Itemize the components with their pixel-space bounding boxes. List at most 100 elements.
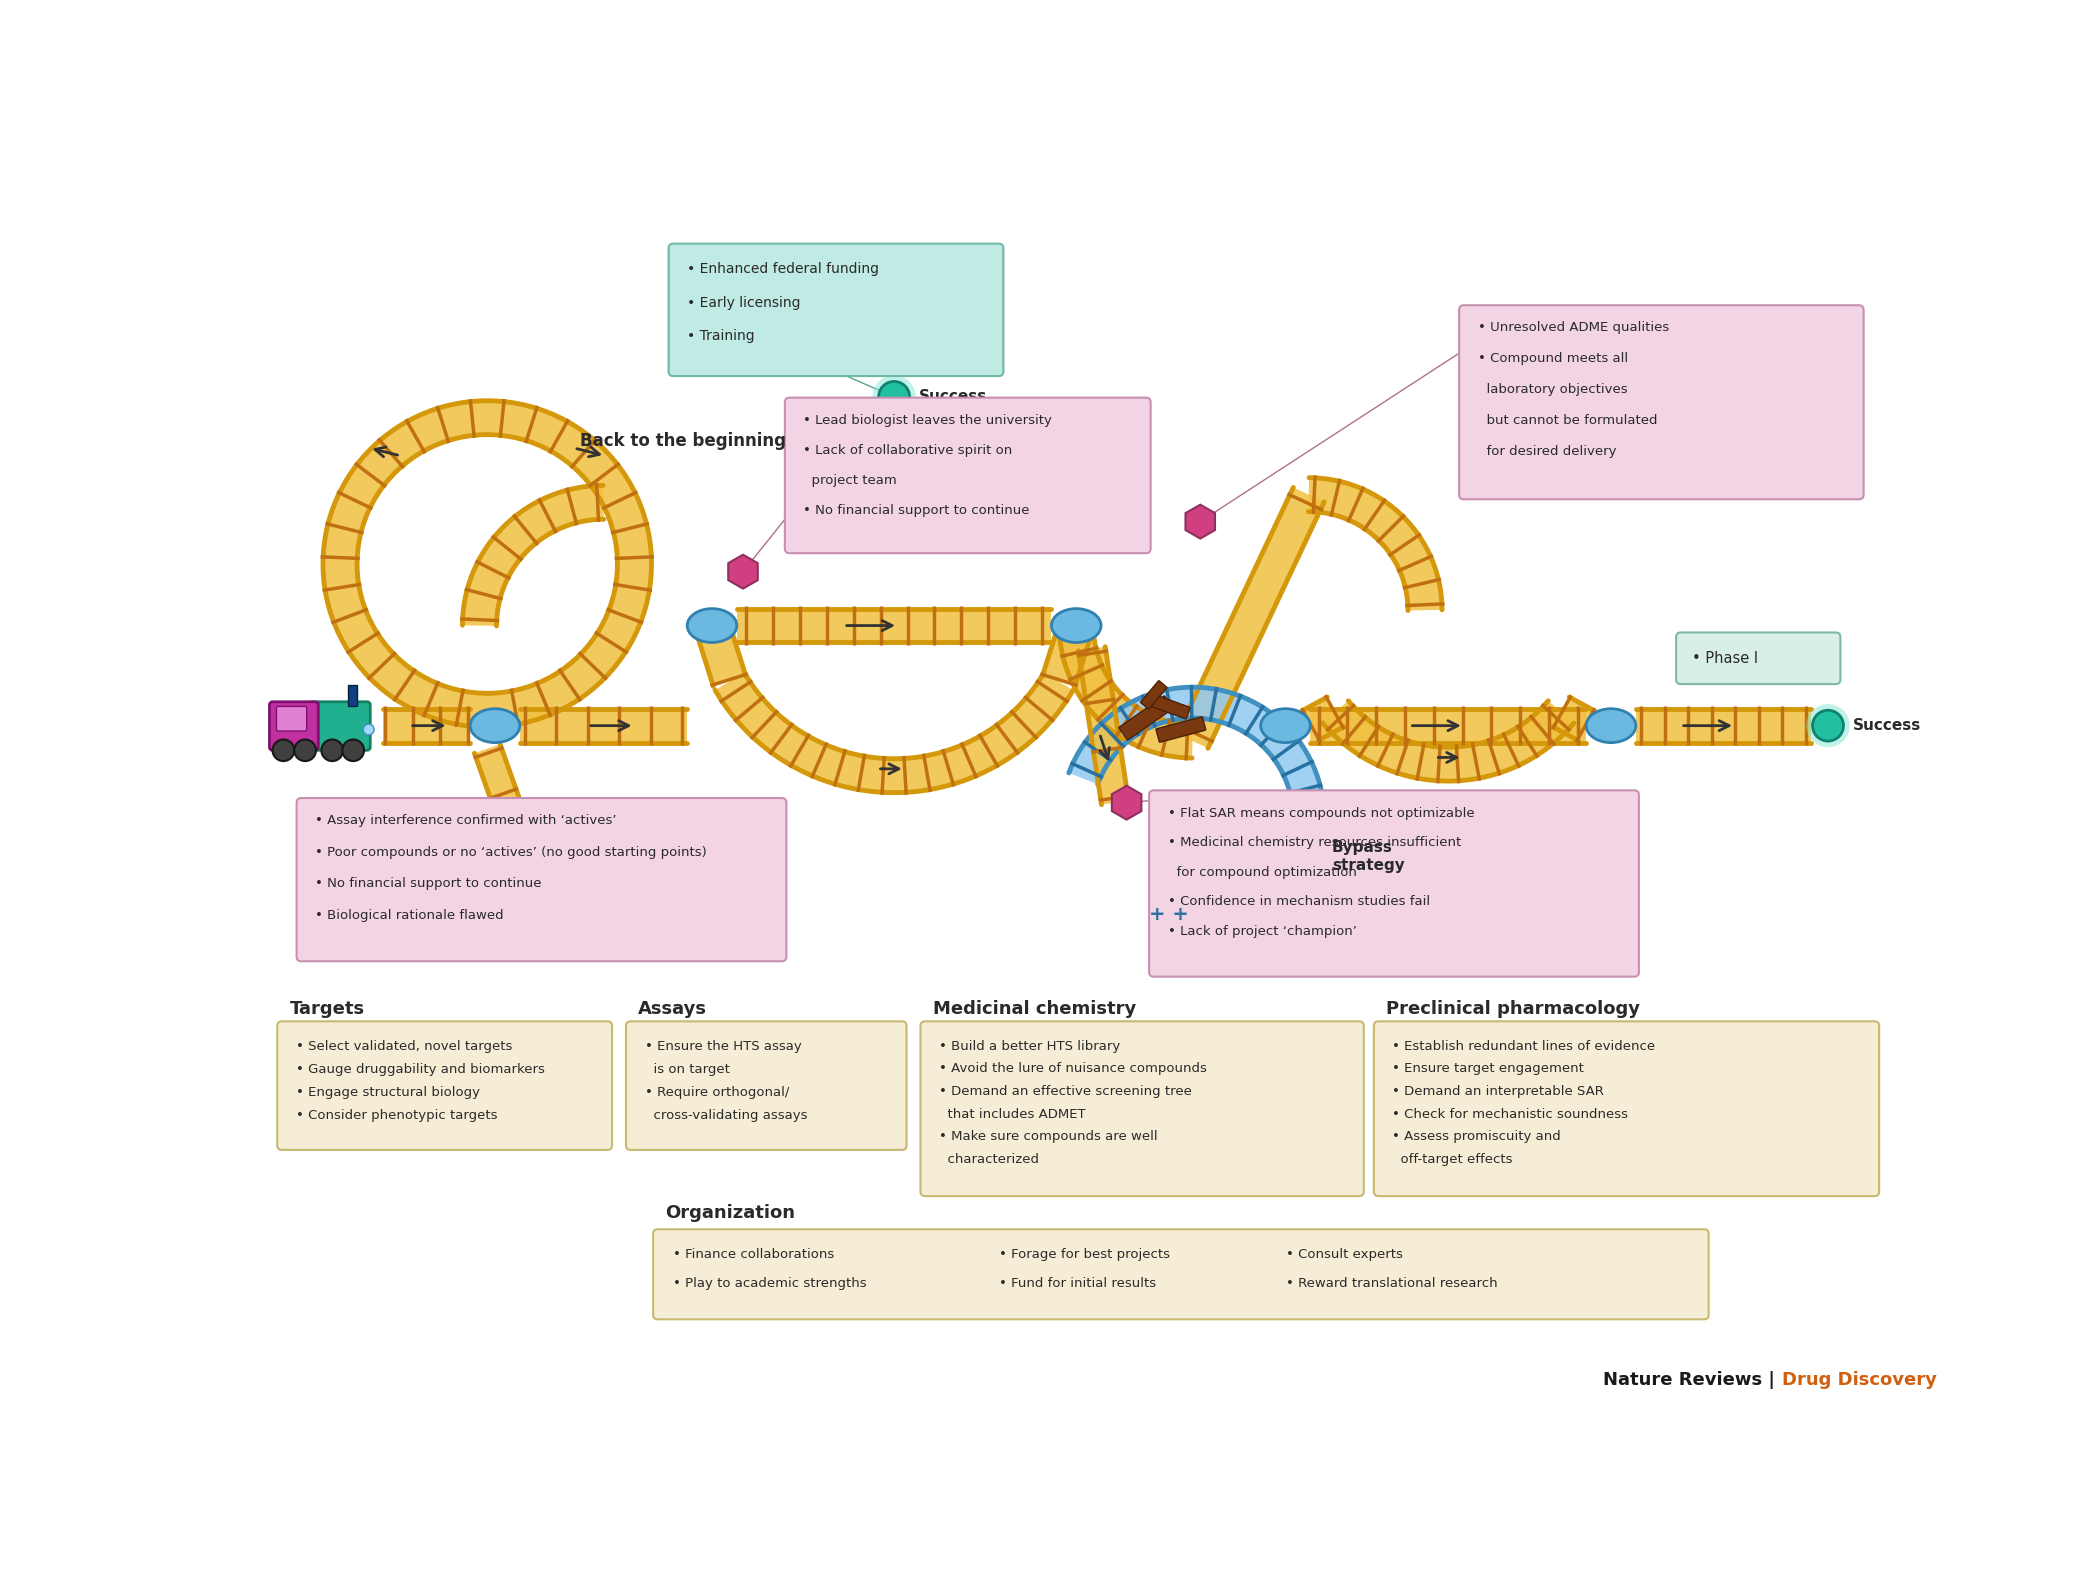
Polygon shape <box>462 486 605 626</box>
Text: • Assay interference confirmed with ‘actives’: • Assay interference confirmed with ‘act… <box>315 815 617 827</box>
Text: • Demand an effective screening tree: • Demand an effective screening tree <box>939 1086 1193 1098</box>
Text: • Training: • Training <box>687 328 754 343</box>
Text: • Ensure the HTS assay: • Ensure the HTS assay <box>645 1039 802 1052</box>
Text: • Early licensing: • Early licensing <box>687 295 800 309</box>
FancyBboxPatch shape <box>1149 693 1191 719</box>
Text: • Lack of collaborative spirit on: • Lack of collaborative spirit on <box>804 443 1012 457</box>
FancyBboxPatch shape <box>296 799 785 961</box>
Text: is on target: is on target <box>645 1063 729 1076</box>
Circle shape <box>1812 711 1844 741</box>
Text: Success: Success <box>1852 719 1922 733</box>
Text: • Assess promiscuity and: • Assess promiscuity and <box>1392 1130 1560 1143</box>
Polygon shape <box>1552 697 1594 741</box>
Polygon shape <box>729 555 758 588</box>
Text: • Make sure compounds are well: • Make sure compounds are well <box>939 1130 1157 1143</box>
Polygon shape <box>1178 488 1325 748</box>
Text: • Play to academic strengths: • Play to academic strengths <box>674 1277 867 1290</box>
FancyBboxPatch shape <box>920 1022 1363 1196</box>
Polygon shape <box>1302 697 1344 741</box>
Text: • Forage for best projects: • Forage for best projects <box>1000 1248 1170 1261</box>
Circle shape <box>878 381 909 413</box>
Text: but cannot be formulated: but cannot be formulated <box>1478 414 1657 427</box>
FancyBboxPatch shape <box>311 701 370 751</box>
Text: • Avoid the lure of nuisance compounds: • Avoid the lure of nuisance compounds <box>939 1063 1208 1076</box>
Text: • Fund for initial results: • Fund for initial results <box>1000 1277 1155 1290</box>
Polygon shape <box>521 709 687 743</box>
Text: • No financial support to continue: • No financial support to continue <box>315 877 542 889</box>
Polygon shape <box>1308 478 1443 611</box>
FancyBboxPatch shape <box>1676 633 1840 684</box>
Text: • Lack of project ‘champion’: • Lack of project ‘champion’ <box>1168 925 1357 937</box>
Text: • Enhanced federal funding: • Enhanced federal funding <box>687 261 880 276</box>
FancyBboxPatch shape <box>785 397 1151 553</box>
Circle shape <box>321 740 342 760</box>
FancyBboxPatch shape <box>1149 791 1638 977</box>
Text: • Flat SAR means compounds not optimizable: • Flat SAR means compounds not optimizab… <box>1168 807 1474 819</box>
Polygon shape <box>1323 701 1573 781</box>
Text: • Check for mechanistic soundness: • Check for mechanistic soundness <box>1392 1108 1628 1121</box>
FancyBboxPatch shape <box>1460 304 1863 499</box>
Polygon shape <box>737 609 1052 642</box>
FancyBboxPatch shape <box>653 1229 1709 1320</box>
FancyBboxPatch shape <box>349 685 357 706</box>
Polygon shape <box>1636 709 1810 743</box>
Polygon shape <box>716 673 1073 792</box>
Text: • Medicinal chemistry resources insufficient: • Medicinal chemistry resources insuffic… <box>1168 837 1462 850</box>
Polygon shape <box>1077 647 1128 805</box>
FancyBboxPatch shape <box>626 1022 907 1149</box>
Text: • Build a better HTS library: • Build a better HTS library <box>939 1039 1119 1052</box>
Text: • Engage structural biology: • Engage structural biology <box>296 1086 479 1100</box>
Text: • Reward translational research: • Reward translational research <box>1285 1277 1497 1290</box>
Polygon shape <box>382 709 470 743</box>
Text: • No financial support to continue: • No financial support to continue <box>804 504 1029 516</box>
FancyBboxPatch shape <box>277 706 307 732</box>
Text: • Unresolved ADME qualities: • Unresolved ADME qualities <box>1478 322 1670 335</box>
Ellipse shape <box>470 709 521 743</box>
Polygon shape <box>523 874 552 909</box>
Polygon shape <box>1310 709 1586 743</box>
Text: laboratory objectives: laboratory objectives <box>1478 383 1628 397</box>
Text: • Ensure target engagement: • Ensure target engagement <box>1392 1063 1583 1076</box>
Ellipse shape <box>1586 709 1636 743</box>
Text: • Consider phenotypic targets: • Consider phenotypic targets <box>296 1109 498 1122</box>
Polygon shape <box>1186 505 1216 539</box>
Ellipse shape <box>1260 709 1310 743</box>
Text: • Poor compounds or no ‘actives’ (no good starting points): • Poor compounds or no ‘actives’ (no goo… <box>315 846 708 859</box>
Text: • Require orthogonal/: • Require orthogonal/ <box>645 1086 790 1100</box>
Text: Medicinal chemistry: Medicinal chemistry <box>932 1001 1136 1019</box>
Text: • Confidence in mechanism studies fail: • Confidence in mechanism studies fail <box>1168 896 1430 909</box>
Circle shape <box>1806 705 1850 748</box>
Text: • Finance collaborations: • Finance collaborations <box>674 1248 834 1261</box>
Text: • Select validated, novel targets: • Select validated, novel targets <box>296 1039 512 1052</box>
Text: for desired delivery: for desired delivery <box>1478 445 1617 457</box>
Circle shape <box>342 740 363 760</box>
Text: Assays: Assays <box>638 1001 708 1019</box>
Text: Preclinical pharmacology: Preclinical pharmacology <box>1386 1001 1640 1019</box>
Text: Success: Success <box>920 389 987 405</box>
Text: • Lead biologist leaves the university: • Lead biologist leaves the university <box>804 414 1052 427</box>
Text: Organization: Organization <box>666 1205 796 1223</box>
FancyBboxPatch shape <box>668 244 1004 376</box>
Polygon shape <box>1042 620 1092 687</box>
Polygon shape <box>323 400 651 727</box>
Text: • Compound meets all: • Compound meets all <box>1478 352 1628 365</box>
Text: off-target effects: off-target effects <box>1392 1152 1512 1167</box>
FancyBboxPatch shape <box>1155 717 1205 743</box>
Text: • Demand an interpretable SAR: • Demand an interpretable SAR <box>1392 1086 1604 1098</box>
Polygon shape <box>475 744 546 885</box>
Text: Drug Discovery: Drug Discovery <box>1781 1371 1936 1390</box>
Text: cross-validating assays: cross-validating assays <box>645 1109 806 1122</box>
Text: • Consult experts: • Consult experts <box>1285 1248 1403 1261</box>
Text: that includes ADMET: that includes ADMET <box>939 1108 1086 1121</box>
Text: Bypass
strategy: Bypass strategy <box>1331 840 1405 874</box>
Circle shape <box>363 724 374 735</box>
Circle shape <box>273 740 294 760</box>
Polygon shape <box>1069 687 1323 802</box>
Polygon shape <box>1111 786 1142 819</box>
Text: Back to the beginning: Back to the beginning <box>580 432 785 450</box>
Text: Nature Reviews |: Nature Reviews | <box>1604 1371 1781 1390</box>
Circle shape <box>294 740 315 760</box>
Text: • Establish redundant lines of evidence: • Establish redundant lines of evidence <box>1392 1039 1655 1052</box>
Text: for compound optimization: for compound optimization <box>1168 866 1357 878</box>
FancyBboxPatch shape <box>269 701 319 751</box>
